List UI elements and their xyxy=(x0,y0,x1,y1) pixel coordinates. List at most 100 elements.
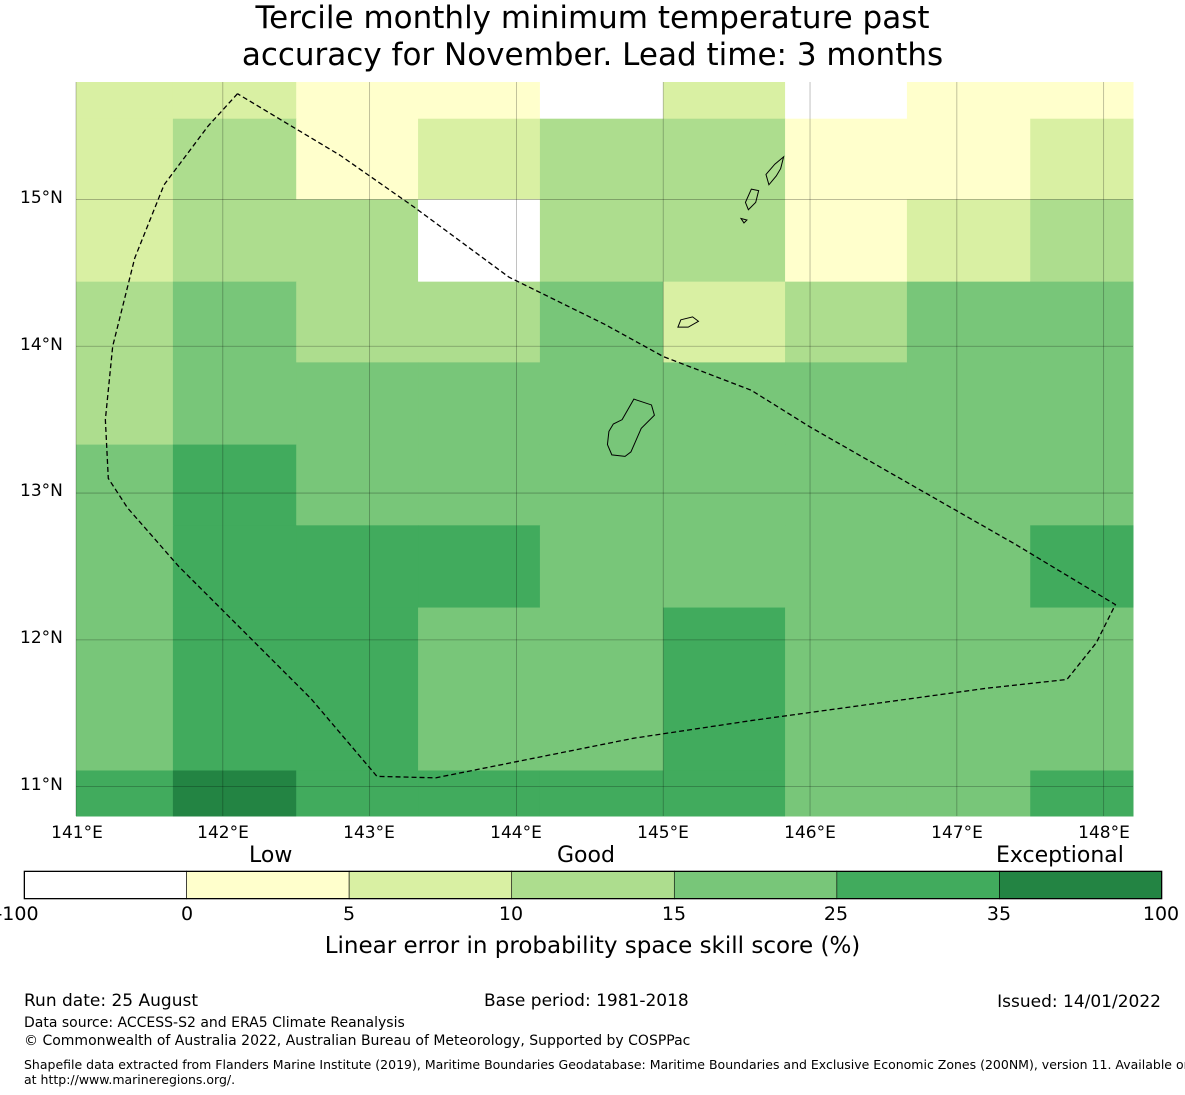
colorbar-label-good: Good xyxy=(557,843,615,868)
lon-label-146: 146°E xyxy=(784,823,836,843)
skill-cell xyxy=(296,118,419,200)
shapefile-credit-line1: Shapefile data extracted from Flanders M… xyxy=(24,1057,1185,1072)
skill-cell xyxy=(906,607,1031,771)
skill-cell xyxy=(296,281,419,363)
map-title-line2: accuracy for November. Lead time: 3 mont… xyxy=(241,37,944,73)
skill-cell xyxy=(172,199,297,283)
colorbar-tick: 15 xyxy=(661,903,687,925)
skill-cell xyxy=(539,525,664,609)
skill-cell xyxy=(76,82,174,120)
colorbar-axis-label: Linear error in probability space skill … xyxy=(324,933,861,959)
lat-label-14: 14°N xyxy=(20,335,63,355)
colorbar-frame xyxy=(24,871,1162,899)
issued-date: Issued: 14/01/2022 xyxy=(997,992,1161,1012)
colorbar-tick: 10 xyxy=(498,903,524,925)
island-outlines xyxy=(606,155,785,457)
skill-map xyxy=(75,82,1134,817)
skill-cell xyxy=(1030,199,1134,283)
colorbar-label-exceptional: Exceptional xyxy=(996,843,1124,868)
skill-cell xyxy=(906,281,1031,363)
skill-cell xyxy=(1030,525,1134,609)
skill-cell xyxy=(663,525,786,609)
skill-cell xyxy=(1030,770,1134,817)
skill-cell xyxy=(296,362,419,446)
skill-cell xyxy=(172,82,297,120)
skill-cell xyxy=(663,770,786,817)
skill-cell xyxy=(296,199,419,283)
map-gridlines xyxy=(75,82,1133,816)
skill-cell xyxy=(418,770,541,817)
skill-cell xyxy=(296,444,419,526)
skill-cell xyxy=(1030,607,1134,771)
colorbar-label-low: Low xyxy=(249,843,293,868)
colorbar-segment xyxy=(836,870,1000,900)
skill-cell xyxy=(172,607,297,771)
island-outline xyxy=(765,155,785,186)
map-title: Tercile monthly minimum temperature past… xyxy=(0,0,1185,74)
island-outline xyxy=(744,188,760,211)
skill-cell xyxy=(663,444,786,526)
lon-label-142: 142°E xyxy=(197,823,249,843)
skill-cell xyxy=(172,770,297,817)
skill-cell xyxy=(785,199,908,283)
skill-cell xyxy=(172,525,297,609)
skill-cell xyxy=(76,199,174,283)
skill-cell xyxy=(1030,444,1134,526)
skill-cell xyxy=(418,525,541,609)
skill-cell xyxy=(539,82,664,120)
skill-cell xyxy=(76,362,174,446)
skill-cell xyxy=(539,362,664,446)
lat-label-15: 15°N xyxy=(20,188,63,208)
colorbar-segment xyxy=(511,870,675,900)
colorbar-segment xyxy=(999,870,1163,900)
skill-cell xyxy=(418,362,541,446)
skill-cell xyxy=(663,118,786,200)
lon-label-145: 145°E xyxy=(637,823,689,843)
data-source: Data source: ACCESS-S2 and ERA5 Climate … xyxy=(24,1015,405,1031)
skill-cell xyxy=(785,770,908,817)
colorbar-tick: 100 xyxy=(1142,903,1180,925)
skill-cell xyxy=(906,118,1031,200)
colorbar-segment xyxy=(348,870,513,900)
lon-label-148: 148°E xyxy=(1078,823,1130,843)
colorbar-segment xyxy=(186,870,350,900)
skill-cell xyxy=(76,118,174,200)
skill-cell xyxy=(906,362,1031,446)
skill-cell xyxy=(906,82,1031,120)
skill-cell xyxy=(1030,281,1134,363)
skill-cell xyxy=(418,444,541,526)
lon-label-144: 144°E xyxy=(490,823,542,843)
skill-cell xyxy=(418,118,541,200)
colorbar-tick: 5 xyxy=(342,903,356,925)
colorbar-tick: -100 xyxy=(0,903,39,925)
skill-cell xyxy=(663,362,786,446)
colorbar-segments xyxy=(23,870,1163,900)
skill-cell xyxy=(296,525,419,609)
skill-cell xyxy=(539,607,664,771)
skill-grid-cells xyxy=(76,82,1134,817)
skill-cell xyxy=(296,607,419,771)
skill-cell xyxy=(172,444,297,526)
skill-cell xyxy=(76,281,174,363)
skill-cell xyxy=(76,607,174,771)
skill-cell xyxy=(785,525,908,609)
lat-label-12: 12°N xyxy=(20,628,63,648)
skill-cell xyxy=(418,82,541,120)
island-outline xyxy=(677,316,700,328)
skill-cell xyxy=(418,281,541,363)
skill-cell xyxy=(906,199,1031,283)
skill-cell xyxy=(76,444,174,526)
colorbar xyxy=(23,870,1163,900)
skill-cell xyxy=(785,444,908,526)
skill-cell xyxy=(172,362,297,446)
lon-label-141: 141°E xyxy=(51,823,103,843)
skill-cell xyxy=(172,118,297,200)
skill-cell xyxy=(418,199,541,283)
lon-label-143: 143°E xyxy=(343,823,395,843)
base-period: Base period: 1981-2018 xyxy=(484,991,689,1011)
skill-cell xyxy=(785,118,908,200)
skill-cell xyxy=(663,281,786,363)
skill-cell xyxy=(296,770,419,817)
skill-cell xyxy=(296,82,419,120)
skill-cell xyxy=(1030,118,1134,200)
